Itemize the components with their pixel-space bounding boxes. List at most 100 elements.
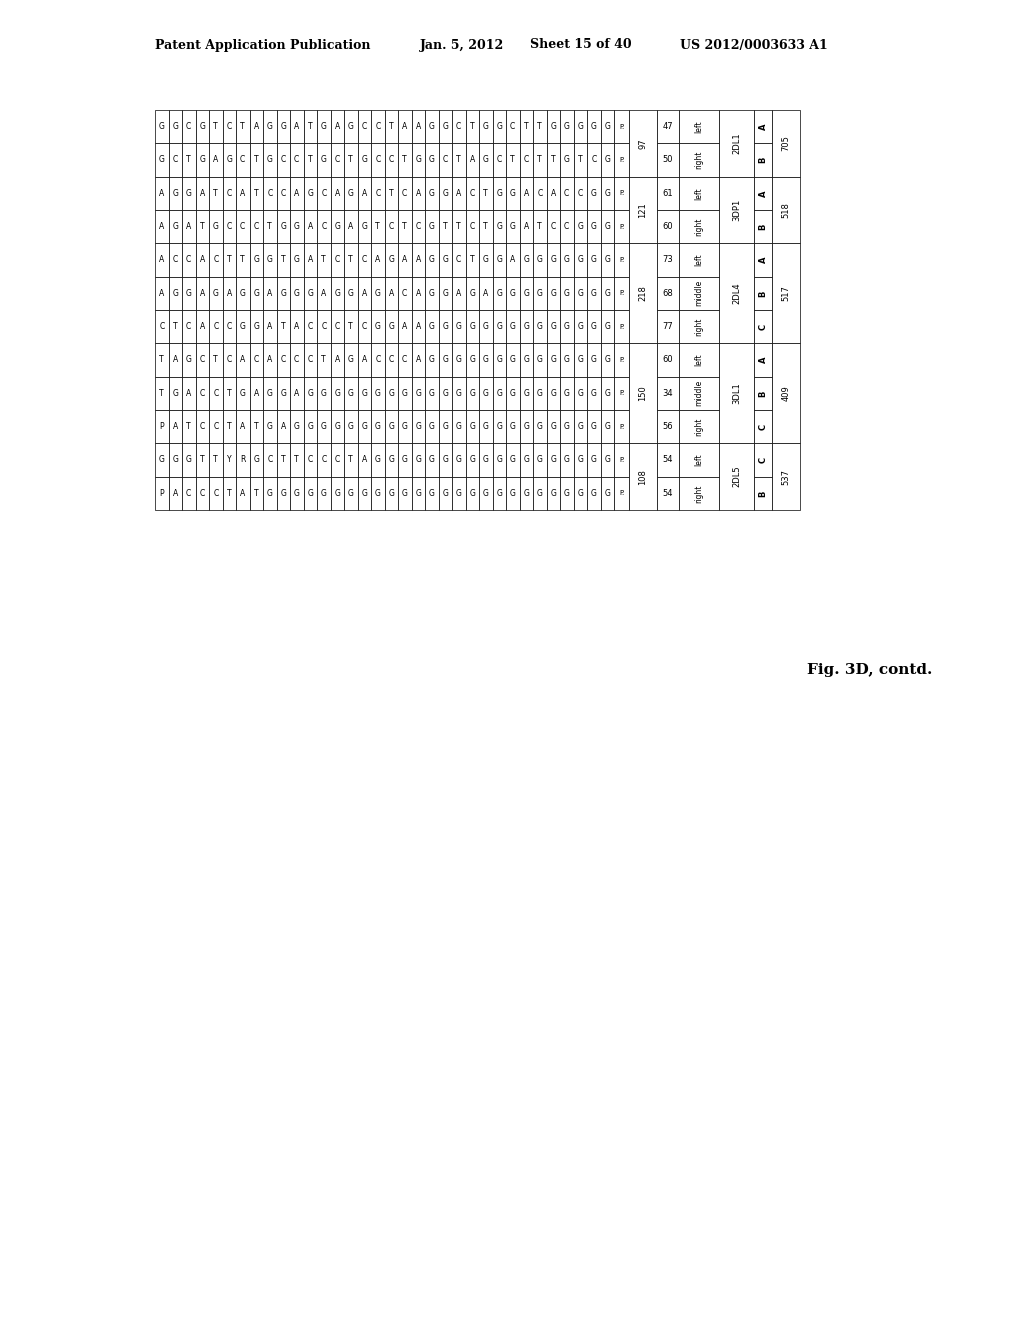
Text: G: G xyxy=(388,389,394,397)
Text: G: G xyxy=(429,156,434,165)
Bar xyxy=(371,343,384,376)
Bar xyxy=(754,477,772,510)
Text: G: G xyxy=(442,389,449,397)
Text: G: G xyxy=(537,289,543,298)
Bar xyxy=(182,243,196,277)
Bar xyxy=(425,477,438,510)
Bar xyxy=(438,343,452,376)
Bar xyxy=(438,310,452,343)
Bar xyxy=(398,376,412,411)
Text: T: T xyxy=(254,422,259,432)
Bar xyxy=(547,277,560,310)
Bar xyxy=(679,243,719,277)
Text: T: T xyxy=(348,256,353,264)
Bar xyxy=(679,376,719,411)
Bar xyxy=(276,110,290,144)
Text: G: G xyxy=(604,289,610,298)
Bar xyxy=(357,343,371,376)
Text: G: G xyxy=(185,355,191,364)
Bar xyxy=(182,411,196,444)
Bar xyxy=(573,177,587,210)
Bar xyxy=(263,310,276,343)
Text: C: C xyxy=(402,189,408,198)
Text: G: G xyxy=(578,488,584,498)
Text: T: T xyxy=(241,123,245,131)
Bar xyxy=(209,210,222,243)
Bar xyxy=(587,243,600,277)
Text: C: C xyxy=(200,422,205,432)
Bar xyxy=(534,144,547,177)
Bar xyxy=(547,376,560,411)
Text: left: left xyxy=(694,120,703,133)
Text: G: G xyxy=(510,189,516,198)
Bar xyxy=(479,376,493,411)
Text: G: G xyxy=(442,355,449,364)
Text: G: G xyxy=(456,455,462,465)
Text: G: G xyxy=(321,422,327,432)
Text: A: A xyxy=(200,189,205,198)
Text: G: G xyxy=(307,289,313,298)
Bar xyxy=(384,343,398,376)
Text: A: A xyxy=(335,189,340,198)
Bar xyxy=(290,210,303,243)
Text: left: left xyxy=(694,354,703,367)
Bar xyxy=(250,444,263,477)
Text: G: G xyxy=(442,422,449,432)
Text: G: G xyxy=(294,488,300,498)
Bar xyxy=(384,477,398,510)
Bar xyxy=(600,110,614,144)
Bar xyxy=(657,110,679,144)
Text: A: A xyxy=(361,455,367,465)
Text: G: G xyxy=(604,123,610,131)
Bar xyxy=(519,343,534,376)
Text: T: T xyxy=(173,322,177,331)
Text: B: B xyxy=(759,157,768,164)
Bar xyxy=(169,210,182,243)
Bar xyxy=(344,144,357,177)
Text: G: G xyxy=(401,455,408,465)
Text: G: G xyxy=(497,488,502,498)
Bar xyxy=(547,243,560,277)
Text: G: G xyxy=(429,123,434,131)
Bar xyxy=(719,177,754,243)
Text: C: C xyxy=(591,156,596,165)
Bar xyxy=(331,477,344,510)
Text: A: A xyxy=(159,222,165,231)
Text: A: A xyxy=(483,289,488,298)
Text: T: T xyxy=(160,389,164,397)
Text: A: A xyxy=(200,289,205,298)
Bar xyxy=(290,144,303,177)
Text: G: G xyxy=(497,422,502,432)
Text: G: G xyxy=(240,289,246,298)
Bar xyxy=(479,144,493,177)
Bar xyxy=(155,110,169,144)
Bar xyxy=(412,243,425,277)
Bar xyxy=(196,277,209,310)
Bar xyxy=(169,477,182,510)
Text: C: C xyxy=(307,455,313,465)
Text: 3DP1: 3DP1 xyxy=(732,199,741,222)
Bar xyxy=(250,411,263,444)
Text: T: T xyxy=(470,256,474,264)
Text: T: T xyxy=(457,156,461,165)
Text: C: C xyxy=(213,422,218,432)
Bar xyxy=(290,376,303,411)
Bar xyxy=(344,310,357,343)
Text: G: G xyxy=(591,455,597,465)
Bar xyxy=(412,277,425,310)
Text: 54: 54 xyxy=(663,455,673,465)
Bar xyxy=(250,277,263,310)
Text: B: B xyxy=(759,391,768,396)
Text: G: G xyxy=(604,222,610,231)
Bar xyxy=(344,477,357,510)
Bar xyxy=(466,110,479,144)
Bar xyxy=(479,110,493,144)
Text: G: G xyxy=(429,189,434,198)
Text: C: C xyxy=(389,222,394,231)
Text: G: G xyxy=(334,289,340,298)
Bar xyxy=(317,310,331,343)
Text: Patent Application Publication: Patent Application Publication xyxy=(155,38,371,51)
Bar xyxy=(344,343,357,376)
Text: G: G xyxy=(281,488,286,498)
Text: C: C xyxy=(361,256,367,264)
